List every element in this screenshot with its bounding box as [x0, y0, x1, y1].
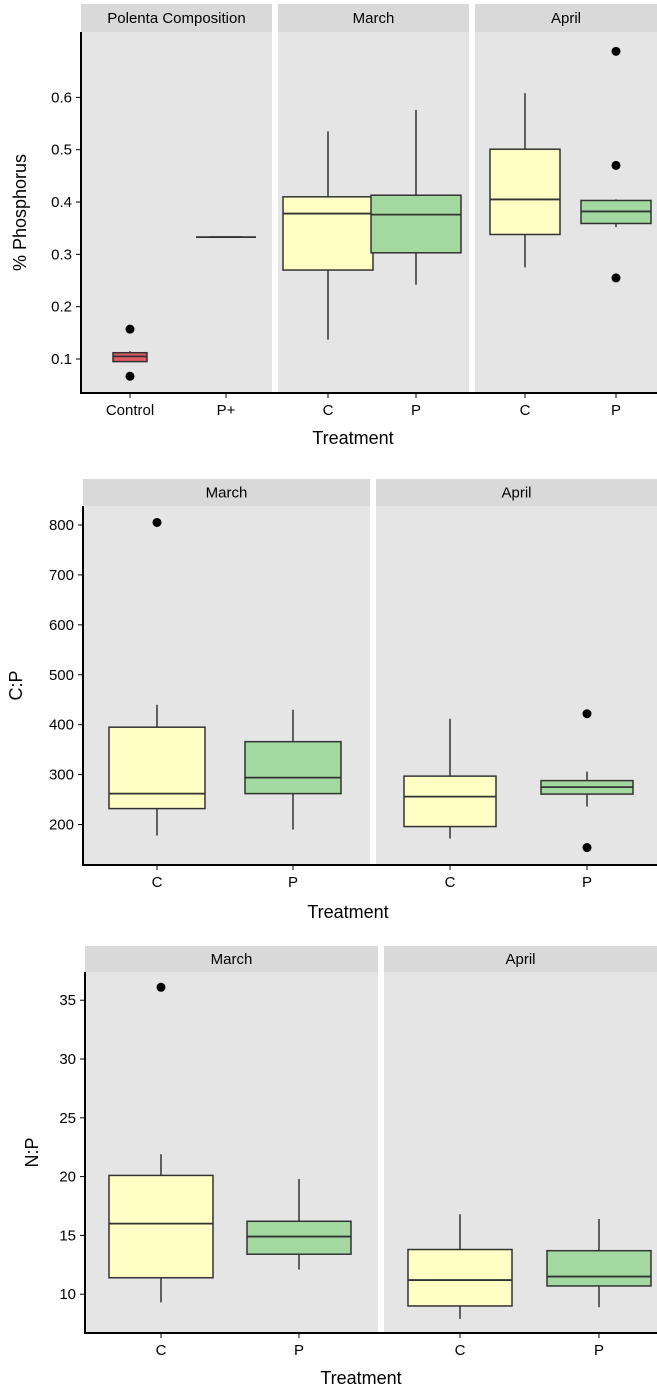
outlier-point [582, 709, 592, 719]
box-march-p [370, 109, 462, 285]
box-april-c [489, 93, 561, 268]
x-axis-title: Treatment [307, 902, 388, 922]
x-tick-label: P [594, 1342, 604, 1359]
box-iqr [546, 1249, 652, 1287]
facet-strip [278, 4, 469, 32]
outlier-point [611, 273, 621, 283]
outlier-point [611, 46, 621, 56]
y-tick-label: 15 [59, 1227, 76, 1244]
x-tick-label: P [611, 402, 621, 419]
y-tick-label: 25 [59, 1110, 76, 1127]
y-tick-label: 0.2 [51, 299, 72, 316]
y-tick-label: 35 [59, 992, 76, 1009]
facet-label: March [211, 951, 253, 968]
outlier-point [582, 843, 592, 853]
y-tick-label: 0.3 [51, 246, 72, 263]
x-tick-label: C [445, 874, 456, 891]
box-march-c [108, 982, 214, 1303]
y-tick-label: 0.4 [51, 194, 72, 211]
facet-strip [83, 479, 370, 506]
box-march-c [282, 131, 374, 340]
y-tick-label: 300 [49, 767, 74, 784]
box-march-p [244, 709, 342, 830]
panel-background [81, 32, 272, 393]
box-april-p [580, 46, 652, 283]
y-tick-label: 0.1 [51, 351, 72, 368]
box-iqr [108, 726, 206, 810]
panel-background [83, 506, 370, 865]
x-tick-label: Control [106, 402, 154, 419]
outlier-point [125, 324, 135, 334]
y-axis-title: N:P [22, 1137, 42, 1167]
facet-label: Polenta Composition [107, 10, 245, 27]
chart-1: Polenta Composition Control P+ March C P April… [10, 4, 657, 448]
panel-background [85, 972, 378, 1333]
box-april-c [403, 718, 497, 839]
facet-strip [81, 4, 272, 32]
x-tick-label: C [520, 402, 531, 419]
box-april-c [407, 1214, 513, 1319]
chart-3: March C P April C P 10 15 20 25 30 35 N:P Treatment [22, 946, 657, 1388]
x-tick-label: P [288, 874, 298, 891]
box-iqr [108, 1174, 214, 1279]
y-tick-label: 0.6 [51, 89, 72, 106]
chart-2: March C P April C P 200 300 400 500 600 700 800 C:P Tr… [6, 479, 657, 922]
y-tick-label: 200 [49, 817, 74, 834]
y-tick-label: 30 [59, 1051, 76, 1068]
x-tick-label: C [455, 1342, 466, 1359]
y-tick-label: 0.5 [51, 142, 72, 159]
facet-strip [475, 4, 657, 32]
box-iqr [407, 1248, 513, 1307]
x-axis-title: Treatment [312, 428, 393, 448]
x-tick-label: C [323, 402, 334, 419]
x-tick-label: P [411, 402, 421, 419]
box-iqr [489, 148, 561, 236]
y-tick-label: 600 [49, 617, 74, 634]
facet-strip [384, 946, 657, 972]
facet-strip [85, 946, 378, 972]
box-march-p [246, 1178, 352, 1270]
y-axis-title: % Phosphorus [10, 154, 30, 271]
x-axis-title: Treatment [320, 1368, 401, 1388]
x-tick-label: C [156, 1342, 167, 1359]
y-axis-title: C:P [6, 670, 26, 700]
box-iqr [244, 740, 342, 795]
outlier-point [156, 982, 166, 992]
outlier-point [125, 371, 135, 381]
facet-label: April [551, 10, 581, 27]
outlier-point [611, 160, 621, 170]
box-april-p [540, 709, 634, 853]
box-polenta-composition-control [112, 324, 148, 381]
x-tick-label: C [152, 874, 163, 891]
box-iqr [403, 775, 497, 828]
box-march-c [108, 517, 206, 836]
facet-label: March [206, 485, 248, 502]
y-tick-label: 500 [49, 667, 74, 684]
outlier-point [152, 517, 162, 527]
facet-label: April [505, 951, 535, 968]
x-tick-label: P [582, 874, 592, 891]
box-iqr [246, 1220, 352, 1255]
box-april-p [546, 1218, 652, 1308]
y-tick-label: 400 [49, 717, 74, 734]
box-iqr [282, 196, 374, 271]
box-iqr [370, 194, 462, 254]
facet-label: March [353, 10, 395, 27]
x-tick-label: P [294, 1342, 304, 1359]
y-tick-label: 800 [49, 517, 74, 534]
facet-label: April [501, 485, 531, 502]
y-tick-label: 20 [59, 1169, 76, 1186]
y-tick-label: 10 [59, 1286, 76, 1303]
facet-strip [376, 479, 657, 506]
x-tick-label: P+ [217, 402, 236, 419]
y-tick-label: 700 [49, 567, 74, 584]
